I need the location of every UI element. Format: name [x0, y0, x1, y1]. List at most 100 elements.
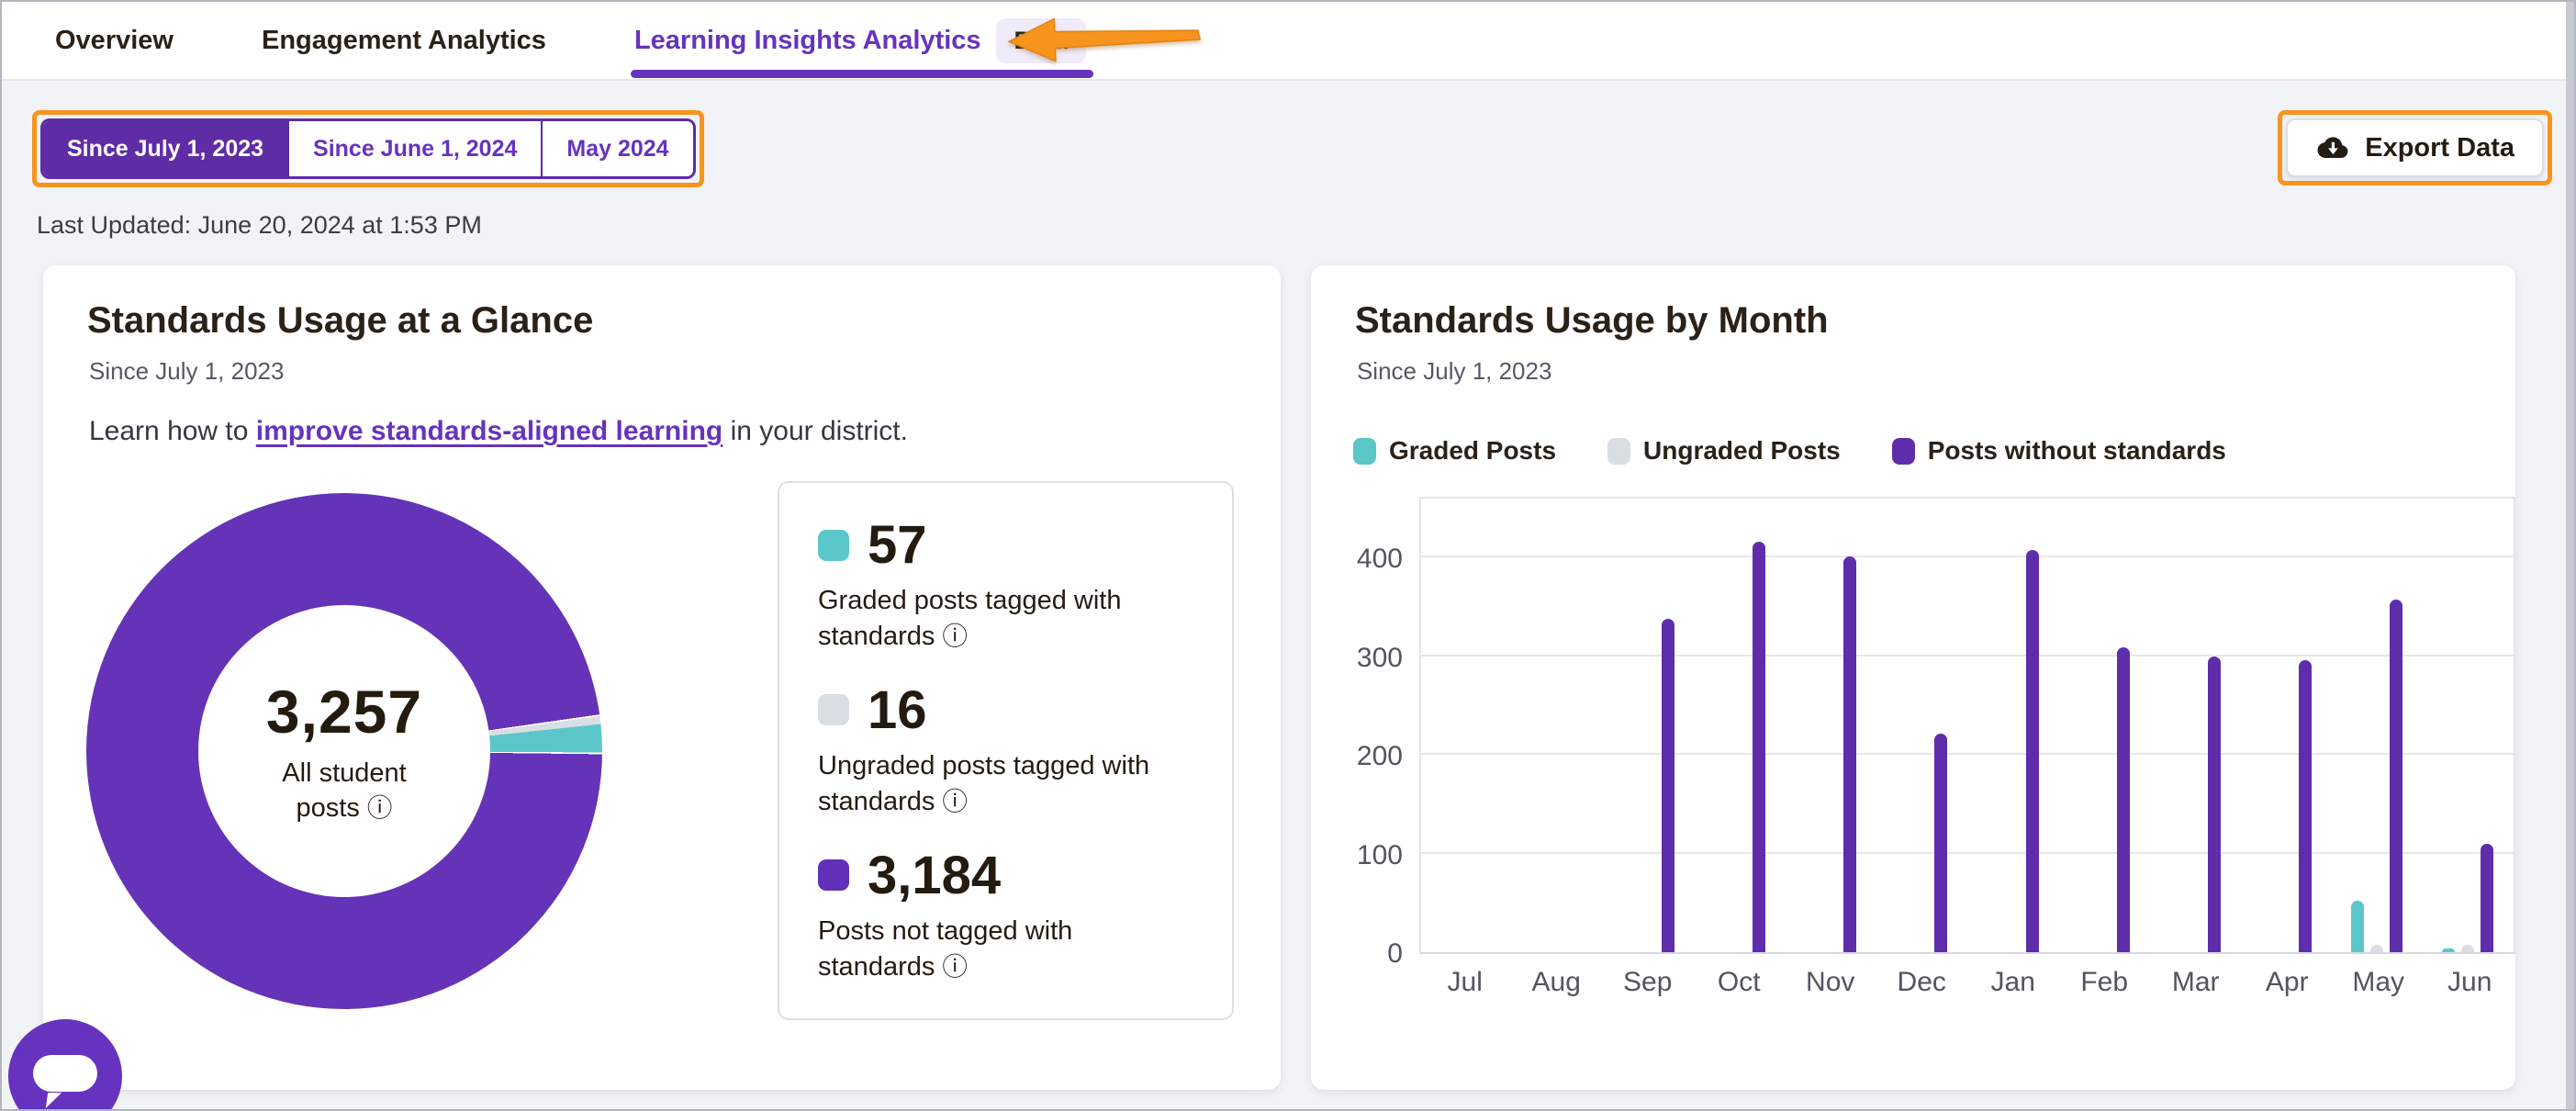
tab-learning-insights-analytics[interactable]: Learning Insights AnalyticsBeta [630, 2, 1202, 79]
monthly-bar-chart: 0 100 200 300 400 Jul Aug Sep Oct Nov Dec Jan Feb Ma… [1331, 497, 2515, 998]
tab-overview[interactable]: Overview [55, 2, 174, 79]
x-tick-sep: Sep [1623, 967, 1673, 997]
annotation-arrow-icon [1007, 17, 1202, 62]
filter-since-july-1-2023[interactable]: Since July 1, 2023 [43, 121, 288, 176]
legend-ungraded-posts: Ungraded Posts [1607, 436, 1841, 466]
legend-label: Posts without standards [1927, 436, 2226, 465]
x-tick-may: May [2352, 967, 2405, 997]
legend-label: Graded Posts [1388, 436, 1557, 465]
export-annotation-box: Export Data [2278, 110, 2552, 185]
x-tick-oct: Oct [1717, 967, 1761, 997]
bar-group-oct [1694, 499, 1785, 952]
stat-value: 57 [868, 515, 927, 575]
bar-group-may [2332, 499, 2423, 952]
x-tick-feb: Feb [2080, 967, 2129, 997]
bar-group-aug [1512, 499, 1603, 952]
bar-group-apr [2241, 499, 2332, 952]
y-tick-label: 200 [1356, 741, 1403, 772]
stat-head: 57 [818, 514, 1193, 576]
y-tick-label: 0 [1387, 938, 1403, 969]
stat-head: 16 [818, 679, 1193, 741]
bar-posts-without-standards-jun[interactable] [2481, 843, 2494, 952]
bar-posts-without-standards-feb[interactable] [2116, 647, 2130, 952]
info-icon[interactable]: ⓘ [942, 622, 968, 651]
bar-posts-without-standards-apr[interactable] [2299, 660, 2313, 952]
gridline-300 [1420, 654, 2514, 656]
bar-group-jun [2423, 499, 2514, 952]
standards-month-card: Standards Usage by Month Since July 1, 2… [1310, 265, 2515, 1090]
tab-bar: Overview Engagement Analytics Learning Ins… [55, 2, 1202, 79]
bar-group-jan [1967, 499, 2058, 952]
legend-swatch [1352, 437, 1376, 465]
tab-label: Overview [55, 25, 174, 55]
stat-label: Ungraded posts tagged with standards ⓘ [818, 750, 1150, 817]
plot-area [1418, 497, 2515, 954]
legend-swatch [1607, 437, 1631, 465]
date-range-segmented-control: Since July 1, 2023 Since June 1, 2024 May … [40, 118, 696, 179]
bars [1421, 499, 2514, 952]
stat-value: 3,184 [868, 845, 1002, 905]
improve-standards-link[interactable]: improve standards-aligned learning [255, 416, 723, 446]
bar-group-jul [1421, 499, 1512, 952]
legend-swatch [1891, 437, 1915, 465]
stat-posts-not-tagged-with-standards: 3,184 Posts not tagged with standards ⓘ [818, 845, 1193, 986]
bar-graded-posts-may[interactable] [2351, 901, 2365, 952]
donut-total-value: 3,257 [265, 677, 423, 746]
bar-graded-posts-jun[interactable] [2442, 948, 2456, 952]
x-tick-nov: Nov [1806, 967, 1855, 997]
bar-posts-without-standards-oct[interactable] [1753, 542, 1766, 952]
bar-ungraded-posts-jun[interactable] [2461, 945, 2475, 952]
donut-stats-panel: 57 Graded posts tagged with standards ⓘ 16… [778, 481, 1234, 1020]
chat-bubble-icon [33, 1055, 97, 1092]
legend-graded-posts: Graded Posts [1352, 436, 1557, 466]
filter-since-june-1-2024[interactable]: Since June 1, 2024 [287, 121, 542, 176]
tab-label: Engagement Analytics [261, 25, 546, 55]
legend-label: Ungraded Posts [1643, 436, 1841, 465]
bar-posts-without-standards-dec[interactable] [1934, 733, 1948, 952]
chat-bubble-tail [45, 1093, 62, 1108]
info-icon[interactable]: ⓘ [942, 787, 968, 816]
donut-center: 3,257 All student posts ⓘ [198, 605, 490, 897]
legend-posts-without-standards: Posts without standards [1891, 436, 2226, 466]
stat-value: 16 [868, 679, 927, 740]
cards-row: Standards Usage at a Glance Since July 1… [43, 265, 2515, 1090]
x-axis: Jul Aug Sep Oct Nov Dec Jan Feb Mar Apr May Jun [1419, 967, 2515, 998]
bar-posts-without-standards-nov[interactable] [1843, 556, 1857, 952]
x-tick-apr: Apr [2265, 967, 2309, 997]
last-updated-text: Last Updated: June 20, 2024 at 1:53 PM [37, 211, 482, 239]
stat-graded-posts-tagged-with-standards: 57 Graded posts tagged with standards ⓘ [818, 514, 1193, 656]
month-card-title: Standards Usage by Month [1354, 300, 1829, 341]
export-data-label: Export Data [2365, 132, 2514, 163]
stat-swatch [818, 859, 849, 892]
y-tick-label: 300 [1356, 642, 1403, 673]
bar-group-nov [1786, 499, 1876, 952]
info-icon[interactable]: ⓘ [942, 952, 968, 982]
tab-engagement-analytics[interactable]: Engagement Analytics [262, 2, 546, 79]
chat-widget-button[interactable] [8, 1019, 122, 1109]
info-icon[interactable]: ⓘ [366, 793, 393, 822]
cloud-download-icon [2317, 137, 2348, 158]
scrollbar[interactable] [2566, 2, 2574, 1109]
bar-posts-without-standards-mar[interactable] [2207, 656, 2221, 952]
month-card-subtitle: Since July 1, 2023 [1356, 357, 1552, 385]
bar-ungraded-posts-may[interactable] [2370, 945, 2384, 952]
stat-swatch [818, 529, 849, 561]
gridline-100 [1420, 851, 2514, 854]
export-data-button[interactable]: Export Data [2286, 118, 2544, 177]
bar-posts-without-standards-may[interactable] [2390, 599, 2403, 952]
learn-prefix: Learn how to [89, 416, 256, 446]
stat-ungraded-posts-tagged-with-standards: 16 Ungraded posts tagged with standards ⓘ [818, 679, 1193, 821]
standards-glance-card: Standards Usage at a Glance Since July 1… [43, 265, 1281, 1090]
bar-posts-without-standards-sep[interactable] [1661, 619, 1674, 952]
learn-suffix: in your district. [722, 416, 908, 446]
bar-group-dec [1876, 499, 1967, 952]
glance-card-title: Standards Usage at a Glance [87, 300, 594, 341]
bar-posts-without-standards-jan[interactable] [2025, 549, 2039, 952]
y-tick-label: 100 [1356, 839, 1403, 870]
stat-swatch [818, 694, 849, 726]
x-tick-aug: Aug [1531, 967, 1581, 997]
top-nav: Overview Engagement Analytics Learning Ins… [2, 2, 2574, 81]
x-tick-dec: Dec [1897, 967, 1946, 997]
filter-may-2024[interactable]: May 2024 [541, 121, 693, 176]
